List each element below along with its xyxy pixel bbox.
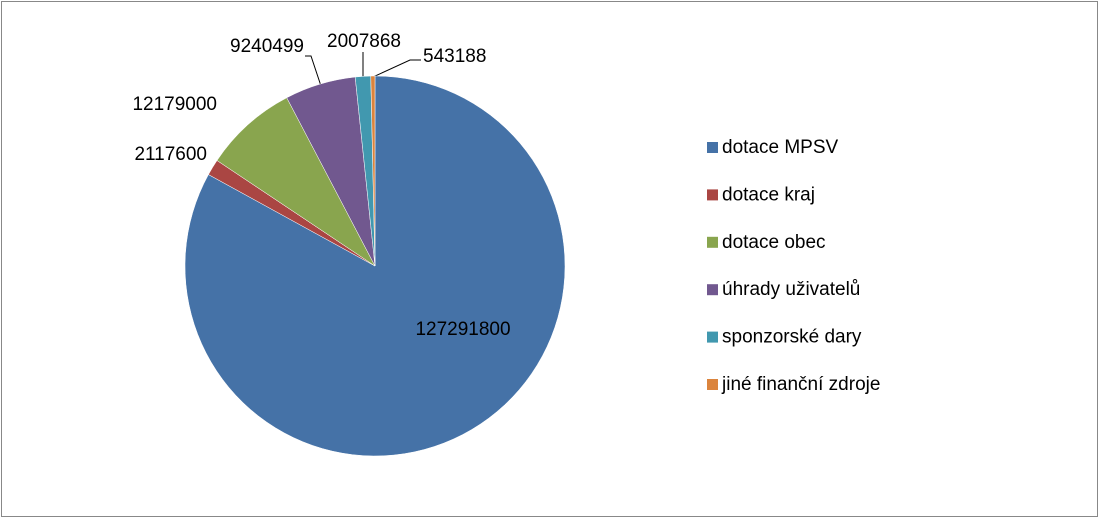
legend-swatch <box>707 331 718 343</box>
legend-swatch <box>707 189 718 201</box>
leader-line <box>372 59 421 78</box>
pie-slice <box>216 97 376 267</box>
data-label: 2117600 <box>134 144 207 165</box>
pie-slice <box>370 75 376 267</box>
legend-label: sponzorské dary <box>722 327 862 348</box>
data-label: 2007868 <box>327 31 401 52</box>
data-label: 9240499 <box>230 36 304 57</box>
legend-label: dotace kraj <box>722 184 815 205</box>
legend-label: dotace obec <box>722 232 826 253</box>
legend-swatch <box>707 379 718 390</box>
legend-label: dotace MPSV <box>722 137 838 158</box>
data-label: 127291800 <box>415 319 510 340</box>
legend-label: úhrady uživatelů <box>722 279 860 300</box>
data-label: 543188 <box>423 46 486 67</box>
data-label: 12179000 <box>132 94 217 115</box>
legend-swatch <box>707 284 718 296</box>
legend-swatch <box>707 142 718 153</box>
legend-label: jiné finanční zdroje <box>721 374 880 395</box>
leader-line <box>305 55 322 87</box>
legend-swatch <box>707 236 718 248</box>
